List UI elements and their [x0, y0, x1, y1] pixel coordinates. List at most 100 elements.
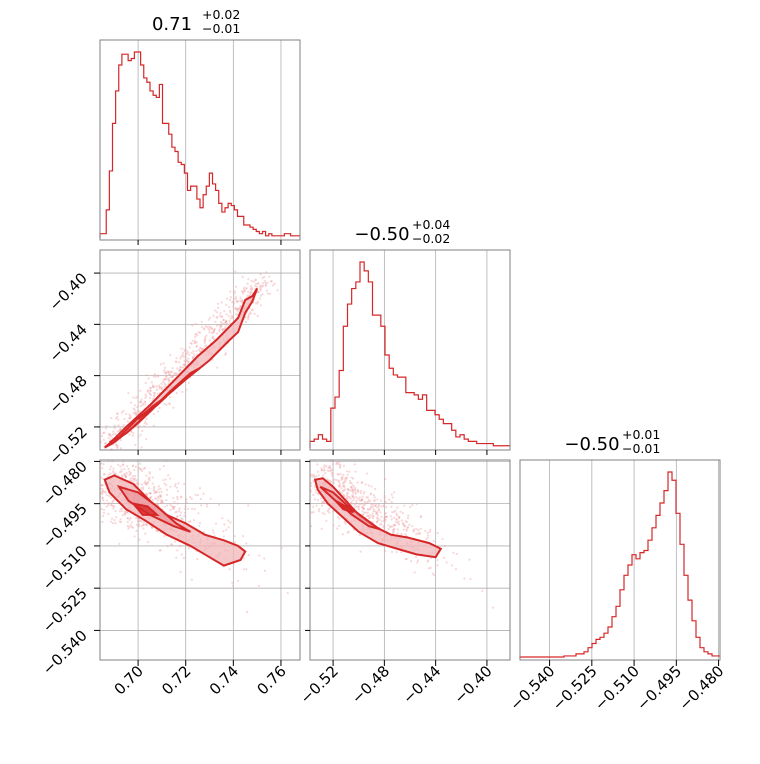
scatter-2-3-point — [360, 502, 363, 506]
scatter-2-3-point — [360, 481, 364, 484]
scatter-2-3 — [310, 460, 510, 660]
scatter-1-2-point — [266, 292, 269, 295]
scatter-1-2-point — [169, 373, 172, 376]
scatter-2-3-point — [405, 557, 408, 561]
scatter-1-3-point — [161, 501, 164, 504]
scatter-1-3-point — [158, 549, 162, 552]
scatter-1-2-point — [240, 290, 244, 293]
scatter-1-2-point — [103, 452, 105, 454]
scatter-1-2-point — [218, 314, 222, 317]
scatter-2-3-point — [355, 499, 358, 502]
y-tick-label-2-2: −0.510 — [39, 542, 91, 594]
scatter-2-3-point — [343, 495, 346, 498]
scatter-1-3-point — [122, 463, 125, 466]
scatter-2-3-point — [350, 502, 353, 506]
scatter-1-2-point — [235, 299, 238, 303]
scatter-2-3-point — [341, 533, 344, 536]
scatter-1-2-point — [173, 371, 176, 375]
scatter-1-3-point — [102, 499, 105, 502]
scatter-2-3-point — [340, 487, 343, 490]
scatter-2-3-point — [406, 517, 410, 520]
scatter-1-3-point — [110, 517, 114, 520]
scatter-1-3-point — [118, 520, 121, 523]
scatter-1-2-point — [138, 426, 141, 429]
scatter-2-3-point — [366, 511, 369, 514]
scatter-1-2-point — [225, 324, 228, 327]
scatter-1-3-point — [225, 528, 228, 531]
scatter-2-3-point — [328, 466, 331, 469]
scatter-2-3-point — [379, 499, 383, 502]
scatter-1-2-point — [167, 370, 171, 373]
scatter-2-3-point — [384, 549, 387, 553]
scatter-1-2-point — [181, 351, 185, 355]
scatter-1-3-point — [139, 519, 142, 523]
scatter-2-3-point — [350, 500, 353, 503]
scatter-1-2-point — [232, 300, 235, 303]
scatter-2-3-point — [330, 472, 334, 475]
scatter-1-3-point — [160, 490, 163, 494]
scatter-1-2-point — [162, 385, 166, 389]
scatter-1-3-point — [146, 482, 149, 485]
scatter-1-3-point — [181, 518, 184, 521]
scatter-1-3-point — [227, 526, 230, 529]
scatter-1-2-point — [239, 296, 242, 299]
scatter-2-3-point — [410, 560, 413, 563]
scatter-1-3-point — [138, 467, 141, 470]
scatter-1-3-point — [133, 535, 136, 538]
scatter-1-2-point — [104, 427, 108, 430]
scatter-1-2-point — [249, 285, 253, 288]
scatter-1-2-point — [195, 349, 198, 353]
scatter-1-3-point — [222, 530, 225, 533]
scatter-2-3-point — [431, 572, 435, 575]
scatter-2-3-point — [342, 493, 345, 496]
scatter-1-2-point — [247, 318, 250, 321]
scatter-1-3-point — [129, 473, 132, 476]
scatter-1-3-point — [148, 492, 151, 495]
scatter-2-3-point — [316, 470, 320, 473]
scatter-1-3-point — [142, 523, 145, 526]
scatter-2-3-point — [356, 490, 360, 493]
scatter-1-2-point — [155, 388, 159, 391]
scatter-1-3-point — [176, 549, 179, 552]
scatter-1-2-point — [175, 391, 178, 395]
scatter-2-3-point — [311, 475, 314, 478]
scatter-2-3-point — [322, 466, 326, 469]
scatter-2-3-point — [427, 567, 431, 570]
scatter-2-3-point — [416, 532, 419, 535]
scatter-1-3-point — [124, 476, 127, 479]
scatter-1-2-point — [194, 341, 197, 344]
scatter-1-2-point — [184, 350, 187, 353]
scatter-1-3-point — [158, 494, 161, 498]
scatter-1-2-point — [220, 301, 223, 304]
scatter-1-3-point — [172, 496, 175, 500]
scatter-2-3-point — [380, 515, 383, 518]
scatter-1-3-point — [150, 525, 153, 529]
scatter-1-3-point — [175, 510, 178, 513]
scatter-1-2-point — [136, 395, 139, 398]
scatter-1-2-point — [152, 386, 155, 389]
scatter-1-3-point — [114, 509, 117, 513]
scatter-2-3-point — [426, 536, 429, 539]
scatter-2-3-point — [337, 473, 340, 476]
scatter-1-2-point — [180, 347, 183, 350]
scatter-1-3-point — [179, 514, 182, 517]
scatter-1-2-point — [225, 320, 228, 323]
scatter-2-3-point — [326, 510, 329, 513]
scatter-2-3-point — [347, 499, 350, 502]
scatter-2-3-point — [393, 491, 396, 494]
scatter-1-2-point — [247, 290, 250, 293]
scatter-1-2-point — [164, 375, 167, 378]
scatter-2-3-point — [405, 520, 408, 523]
scatter-2-3-point — [412, 530, 415, 533]
scatter-1-2-point — [143, 400, 147, 403]
scatter-1-3-point — [196, 494, 200, 497]
scatter-1-2-point — [129, 416, 132, 419]
scatter-2-3-point — [369, 506, 372, 510]
scatter-1-2-point — [263, 279, 266, 283]
scatter-1-2-point — [220, 316, 223, 319]
scatter-1-2-point — [184, 355, 187, 358]
scatter-1-3-point — [105, 499, 108, 502]
scatter-1-2-point — [122, 410, 125, 413]
scatter-1-2-point — [139, 404, 142, 407]
scatter-1-2-point — [148, 392, 151, 395]
